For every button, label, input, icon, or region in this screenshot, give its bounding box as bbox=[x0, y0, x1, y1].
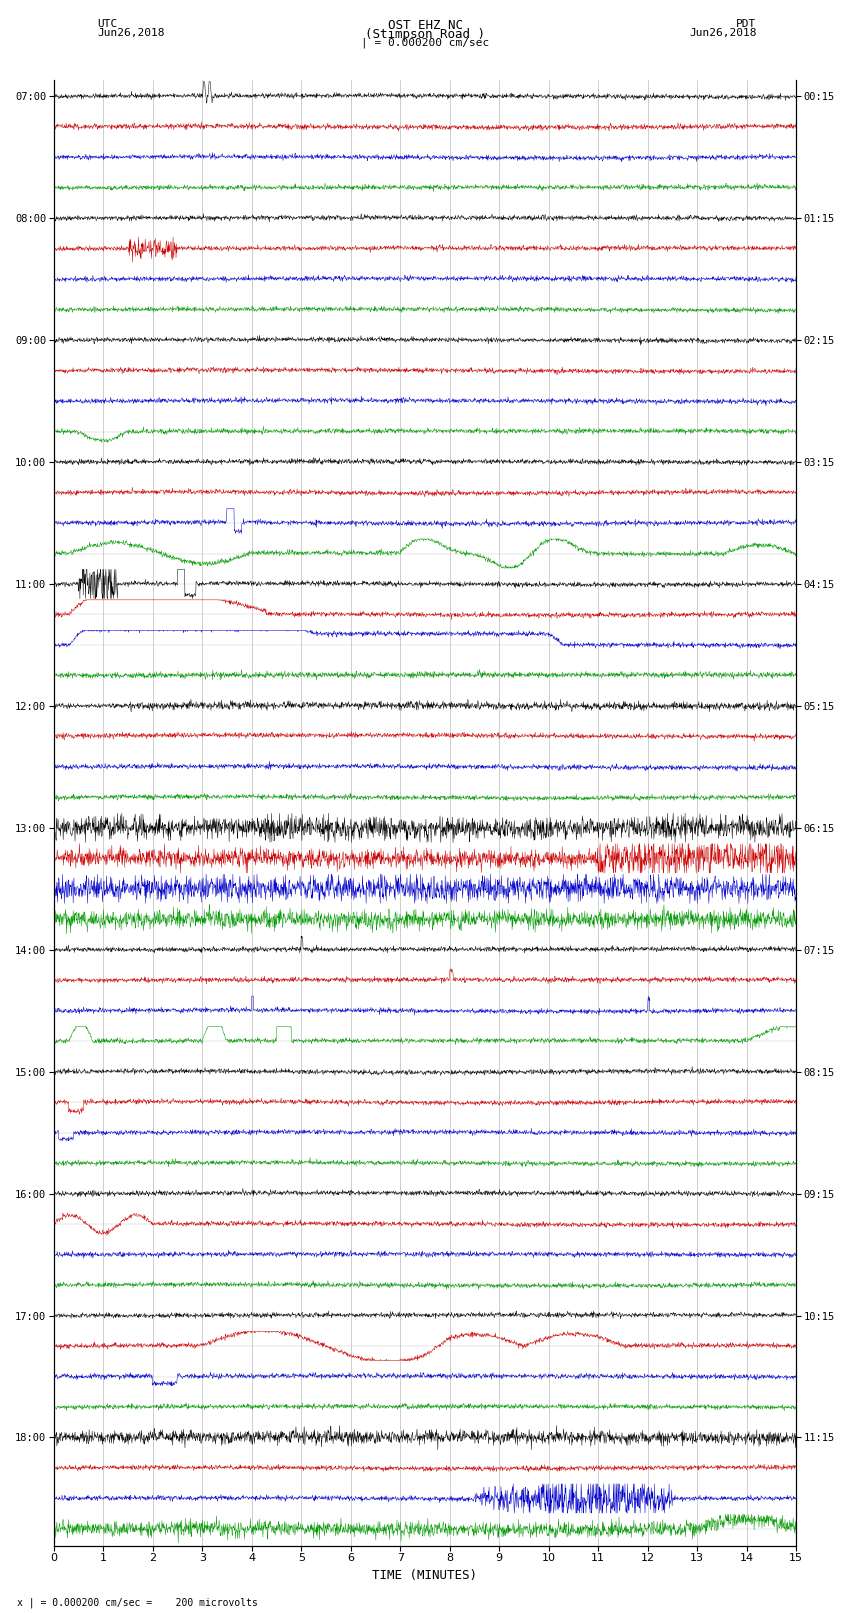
Text: UTC: UTC bbox=[98, 18, 118, 29]
Text: (Stimpson Road ): (Stimpson Road ) bbox=[365, 29, 485, 42]
Text: Jun26,2018: Jun26,2018 bbox=[689, 29, 756, 39]
X-axis label: TIME (MINUTES): TIME (MINUTES) bbox=[372, 1569, 478, 1582]
Text: | = 0.000200 cm/sec: | = 0.000200 cm/sec bbox=[361, 37, 489, 48]
Text: x | = 0.000200 cm/sec =    200 microvolts: x | = 0.000200 cm/sec = 200 microvolts bbox=[17, 1597, 258, 1608]
Text: PDT: PDT bbox=[736, 18, 756, 29]
Text: Jun26,2018: Jun26,2018 bbox=[98, 29, 165, 39]
Text: OST EHZ NC: OST EHZ NC bbox=[388, 18, 462, 32]
